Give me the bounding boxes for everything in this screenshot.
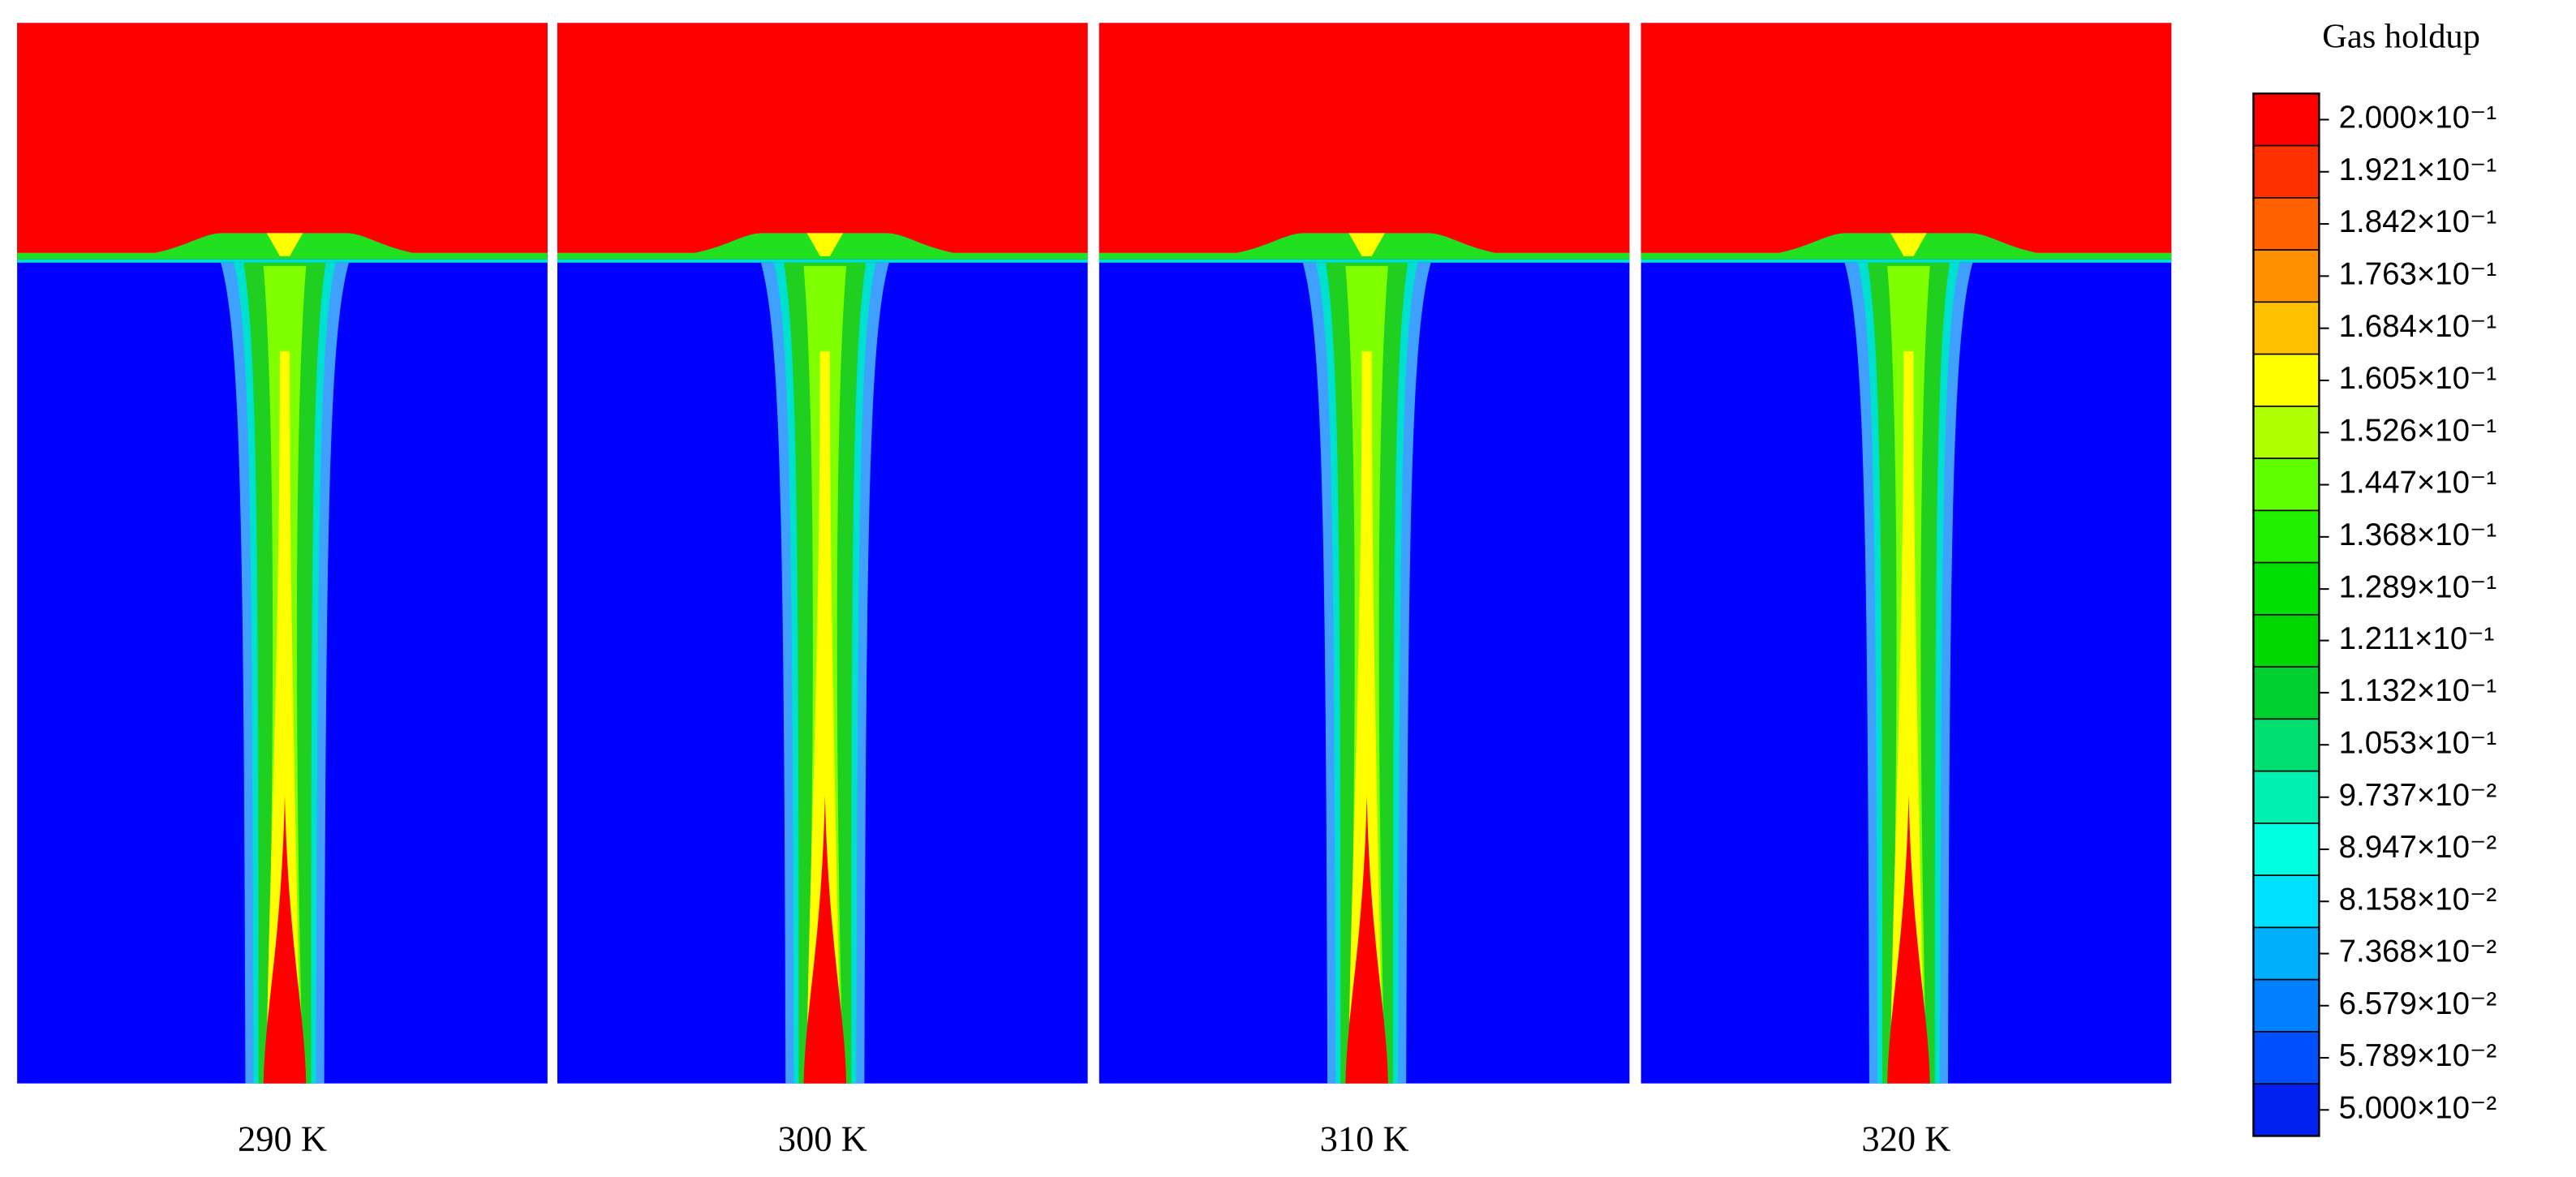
contour-panel: [17, 23, 548, 1084]
colorbar-band: [2252, 926, 2320, 981]
colorbar-tick-label: 1.842×10⁻¹: [2339, 204, 2496, 239]
colorbar-tick-label: 1.211×10⁻¹: [2339, 621, 2495, 656]
contour-panel: [1641, 23, 2172, 1084]
colorbar-band: [2252, 509, 2320, 564]
contour-panel: [557, 23, 1088, 1084]
colorbar-band: [2252, 197, 2320, 251]
colorbar-band: [2252, 1083, 2320, 1137]
colorbar-band: [2252, 301, 2320, 355]
colorbar-band: [2252, 718, 2320, 772]
colorbar-tick-label: 9.737×10⁻²: [2339, 778, 2497, 813]
colorbar-tick-label: 8.947×10⁻²: [2339, 830, 2497, 865]
contour-panel: [1099, 23, 1630, 1084]
colorbar-tick-label: 8.158×10⁻²: [2339, 882, 2497, 917]
colorbar-band: [2252, 874, 2320, 929]
colorbar-tick-label: 1.526×10⁻¹: [2339, 413, 2496, 448]
colorbar-tick-label: 1.447×10⁻¹: [2339, 466, 2496, 500]
colorbar-band: [2252, 249, 2320, 303]
colorbar-tick-label: 2.000×10⁻¹: [2339, 101, 2496, 135]
colorbar-band: [2252, 92, 2320, 147]
colorbar-band: [2252, 457, 2320, 512]
colorbar-frame: [2252, 92, 2320, 1137]
colorbar-tick-label: 1.368×10⁻¹: [2339, 518, 2496, 552]
colorbar-tick-label: 1.132×10⁻¹: [2339, 673, 2496, 708]
colorbar-tick-label: 5.000×10⁻²: [2339, 1090, 2497, 1125]
colorbar-tick-label: 1.763×10⁻¹: [2339, 257, 2496, 292]
colorbar-tick-label: 1.605×10⁻¹: [2339, 361, 2496, 396]
colorbar-band: [2252, 978, 2320, 1033]
colorbar-tick-label: 5.789×10⁻²: [2339, 1038, 2497, 1073]
colorbar-tick-label: 7.368×10⁻²: [2339, 934, 2497, 969]
colorbar-band: [2252, 1031, 2320, 1085]
colorbar-tick-label: 1.053×10⁻¹: [2339, 725, 2496, 760]
colorbar-title: Gas holdup: [2322, 17, 2480, 55]
panel-label: 290 K: [238, 1119, 327, 1159]
panel-label: 300 K: [778, 1119, 867, 1159]
colorbar-band: [2252, 406, 2320, 459]
colorbar-tick-label: 1.684×10⁻¹: [2339, 309, 2496, 344]
panel-label: 310 K: [1320, 1119, 1409, 1159]
colorbar-tick-label: 6.579×10⁻²: [2339, 986, 2497, 1021]
colorbar-band: [2252, 770, 2320, 824]
panel-label: 320 K: [1861, 1119, 1950, 1159]
colorbar-band: [2252, 144, 2320, 199]
colorbar-band: [2252, 823, 2320, 876]
colorbar-tick-label: 1.289×10⁻¹: [2339, 569, 2496, 604]
colorbar-band: [2252, 666, 2320, 720]
colorbar-tick-label: 1.921×10⁻¹: [2339, 152, 2496, 187]
colorbar-band: [2252, 614, 2320, 668]
colorbar-band: [2252, 561, 2320, 616]
colorbar-band: [2252, 353, 2320, 407]
